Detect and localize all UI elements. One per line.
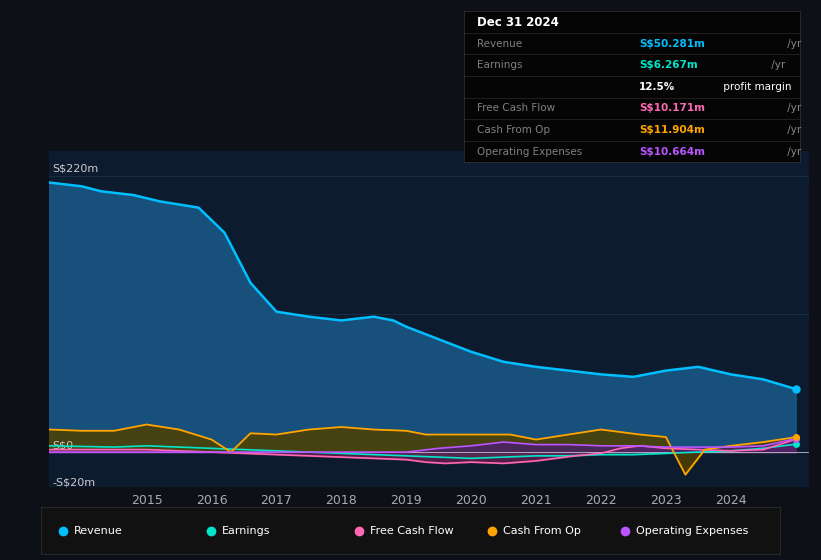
Text: /yr: /yr — [784, 125, 801, 135]
Text: /yr: /yr — [784, 104, 801, 114]
Text: S$10.171m: S$10.171m — [639, 104, 705, 114]
Text: Earnings: Earnings — [477, 60, 523, 70]
Text: Revenue: Revenue — [75, 526, 123, 535]
Text: profit margin: profit margin — [720, 82, 791, 92]
Text: Cash From Op: Cash From Op — [502, 526, 580, 535]
Text: /yr: /yr — [784, 39, 801, 49]
Text: Earnings: Earnings — [222, 526, 271, 535]
Text: S$11.904m: S$11.904m — [639, 125, 704, 135]
Text: 12.5%: 12.5% — [639, 82, 675, 92]
Text: S$0: S$0 — [53, 441, 74, 451]
Text: -S$20m: -S$20m — [53, 477, 95, 487]
Text: Revenue: Revenue — [477, 39, 522, 49]
Text: S$6.267m: S$6.267m — [639, 60, 698, 70]
Text: Operating Expenses: Operating Expenses — [477, 147, 583, 157]
Text: S$10.664m: S$10.664m — [639, 147, 705, 157]
Text: S$220m: S$220m — [53, 164, 99, 174]
Text: S$50.281m: S$50.281m — [639, 39, 704, 49]
Text: Operating Expenses: Operating Expenses — [636, 526, 748, 535]
Text: Free Cash Flow: Free Cash Flow — [477, 104, 556, 114]
Text: /yr: /yr — [784, 147, 801, 157]
Text: Dec 31 2024: Dec 31 2024 — [477, 16, 559, 29]
Text: /yr: /yr — [768, 60, 786, 70]
Text: Cash From Op: Cash From Op — [477, 125, 550, 135]
Text: Free Cash Flow: Free Cash Flow — [370, 526, 453, 535]
